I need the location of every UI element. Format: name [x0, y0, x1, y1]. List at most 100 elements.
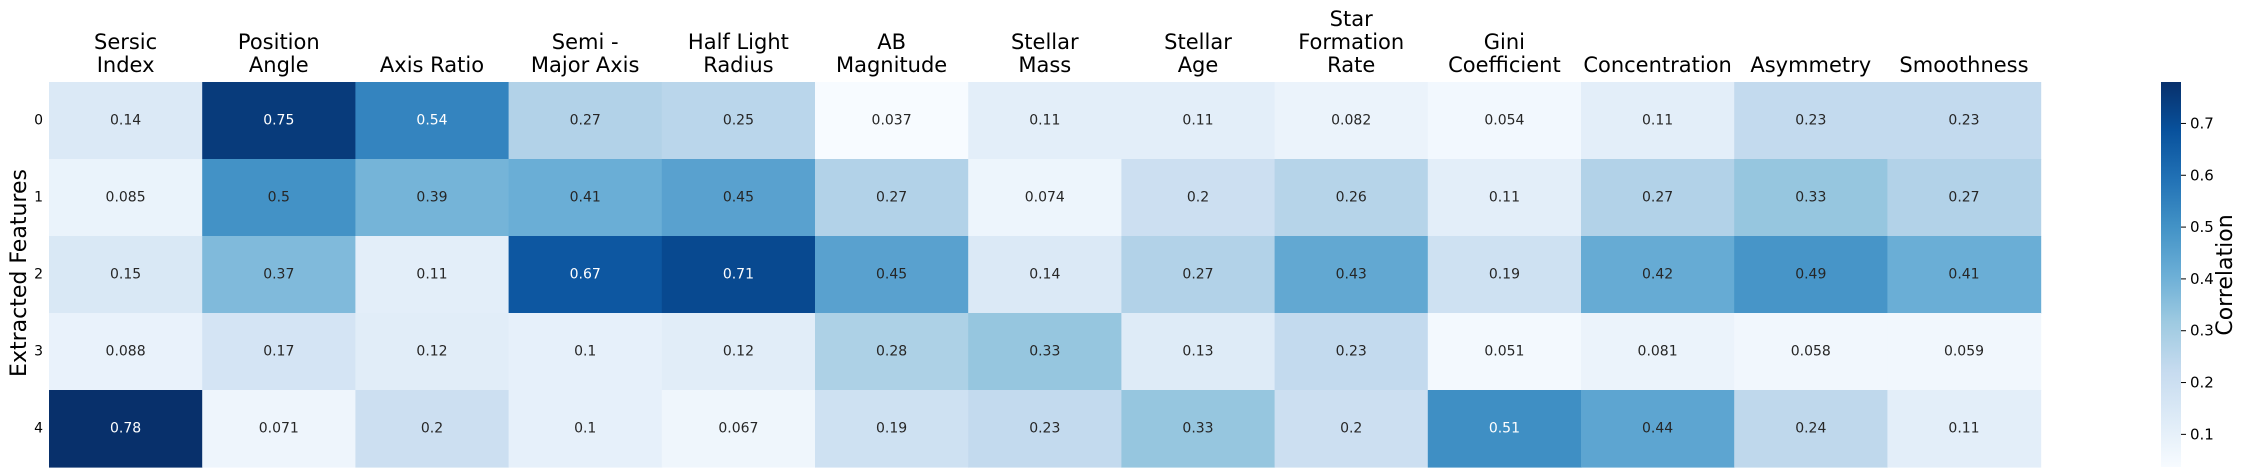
- cell-value-r1-c5: 0.27: [876, 190, 907, 206]
- heatmap-cell-r4-c3: [508, 390, 663, 468]
- column-label-0: Sersic Index: [94, 30, 157, 77]
- cell-value-r1-c0: 0.085: [106, 190, 146, 206]
- heatmap-cell-r1-c7: [1121, 159, 1276, 237]
- heatmap-cell-r0-c8: [1274, 82, 1429, 160]
- cell-value-r4-c4: 0.067: [718, 421, 758, 437]
- cell-value-r3-c10: 0.081: [1638, 344, 1678, 360]
- cell-value-r0-c3: 0.27: [570, 113, 601, 129]
- heatmap-cell-r3-c1: [202, 313, 356, 391]
- heatmap-cell-r1-c5: [815, 159, 969, 237]
- heatmap-cell-r0-c6: [968, 82, 1122, 160]
- heatmap-cell-r0-c3: [508, 82, 663, 160]
- heatmap-cell-r4-c9: [1427, 390, 1582, 468]
- cell-value-r1-c7: 0.2: [1187, 190, 1209, 206]
- heatmap-cell-r3-c9: [1427, 313, 1582, 391]
- cell-value-r1-c12: 0.27: [1948, 190, 1979, 206]
- heatmap-cells: 0.14 0.75 0.54 0.27 0.25 0.037 0.11 0.11 0.082 0.…: [49, 82, 2042, 468]
- cell-value-r2-c0: 0.15: [110, 267, 141, 283]
- column-label-9: Gini Coefficient: [1448, 30, 1561, 77]
- cell-value-r1-c6: 0.074: [1025, 190, 1065, 206]
- cell-value-r1-c10: 0.27: [1642, 190, 1673, 206]
- row-label-1: 1: [34, 190, 43, 206]
- heatmap-cell-r2-c12: [1887, 236, 2042, 314]
- heatmap-cell-r3-c4: [661, 313, 816, 391]
- column-label-8: Star Formation Rate: [1298, 7, 1404, 77]
- heatmap-cell-r1-c6: [968, 159, 1122, 237]
- colorbar-tick-label-2: 0.3: [2190, 322, 2214, 340]
- heatmap-cell-r1-c2: [355, 159, 510, 237]
- cell-value-r1-c9: 0.11: [1489, 190, 1520, 206]
- cell-value-r4-c7: 0.33: [1182, 421, 1213, 437]
- colorbar-tick-label-1: 0.2: [2190, 374, 2214, 392]
- heatmap-cell-r1-c4: [661, 159, 816, 237]
- cell-value-r4-c9: 0.51: [1489, 421, 1520, 437]
- column-label-11: Asymmetry: [1750, 53, 1871, 77]
- heatmap-cell-r3-c5: [815, 313, 969, 391]
- cell-value-r4-c0: 0.78: [110, 421, 141, 437]
- heatmap-cell-r0-c1: [202, 82, 356, 160]
- heatmap-cell-r4-c2: [355, 390, 510, 468]
- heatmap-cell-r2-c1: [202, 236, 356, 314]
- cell-value-r0-c12: 0.23: [1948, 113, 1979, 129]
- heatmap-cell-r3-c7: [1121, 313, 1276, 391]
- heatmap-cell-r0-c11: [1734, 82, 1888, 160]
- heatmap-cell-r0-c2: [355, 82, 510, 160]
- column-label-3: Semi -Major Axis: [531, 30, 640, 77]
- heatmap-cell-r3-c10: [1581, 313, 1735, 391]
- heatmap-cell-r1-c8: [1274, 159, 1429, 237]
- heatmap-cell-r0-c12: [1887, 82, 2042, 160]
- heatmap-cell-r0-c9: [1427, 82, 1582, 160]
- heatmap-cell-r2-c4: [661, 236, 816, 314]
- column-label-6: Stellar Mass: [1011, 30, 1079, 77]
- heatmap-cell-r3-c12: [1887, 313, 2042, 391]
- heatmap-cell-r4-c0: [49, 390, 203, 468]
- cell-value-r0-c2: 0.54: [416, 113, 447, 129]
- cell-value-r3-c4: 0.12: [723, 344, 754, 360]
- cell-value-r2-c5: 0.45: [876, 267, 907, 283]
- heatmap-cell-r3-c2: [355, 313, 510, 391]
- cell-value-r3-c8: 0.23: [1336, 344, 1367, 360]
- cell-value-r2-c2: 0.11: [416, 267, 447, 283]
- cell-value-r3-c12: 0.059: [1944, 344, 1984, 360]
- heatmap-cell-r0-c5: [815, 82, 969, 160]
- row-label-2: 2: [34, 267, 43, 283]
- cell-value-r2-c7: 0.27: [1182, 267, 1213, 283]
- heatmap-cell-r2-c3: [508, 236, 663, 314]
- heatmap-cell-r4-c7: [1121, 390, 1276, 468]
- cell-value-r2-c3: 0.67: [570, 267, 601, 283]
- heatmap-cell-r3-c3: [508, 313, 663, 391]
- colorbar-tick-label-6: 0.7: [2190, 114, 2214, 132]
- cell-value-r0-c10: 0.11: [1642, 113, 1673, 129]
- heatmap-cell-r4-c1: [202, 390, 356, 468]
- heatmap-cell-r0-c7: [1121, 82, 1276, 160]
- heatmap-cell-r0-c10: [1581, 82, 1735, 160]
- heatmap-cell-r2-c6: [968, 236, 1122, 314]
- cell-value-r3-c11: 0.058: [1791, 344, 1831, 360]
- cell-value-r2-c1: 0.37: [263, 267, 294, 283]
- cell-value-r3-c9: 0.051: [1484, 344, 1524, 360]
- cell-value-r3-c7: 0.13: [1182, 344, 1213, 360]
- heatmap-cell-r4-c8: [1274, 390, 1429, 468]
- cell-value-r2-c10: 0.42: [1642, 267, 1673, 283]
- cell-value-r0-c11: 0.23: [1795, 113, 1826, 129]
- heatmap-cell-r1-c9: [1427, 159, 1582, 237]
- heatmap-cell-r1-c11: [1734, 159, 1888, 237]
- cell-value-r0-c8: 0.082: [1331, 113, 1371, 129]
- heatmap-cell-r3-c11: [1734, 313, 1888, 391]
- heatmap-cell-r3-c8: [1274, 313, 1429, 391]
- column-label-1: Position Angle: [238, 30, 320, 77]
- cell-value-r4-c5: 0.19: [876, 421, 907, 437]
- cell-value-r2-c12: 0.41: [1948, 267, 1979, 283]
- heatmap-cell-r2-c11: [1734, 236, 1888, 314]
- colorbar-tick-label-5: 0.6: [2190, 166, 2214, 184]
- heatmap-cell-r2-c9: [1427, 236, 1582, 314]
- cell-value-r1-c2: 0.39: [416, 190, 447, 206]
- column-label-7: Stellar Age: [1164, 30, 1232, 77]
- cell-value-r3-c3: 0.1: [574, 344, 596, 360]
- cell-value-r0-c0: 0.14: [110, 113, 141, 129]
- column-label-5: AB Magnitude: [836, 30, 947, 77]
- cell-value-r2-c11: 0.49: [1795, 267, 1826, 283]
- heatmap-cell-r4-c12: [1887, 390, 2042, 468]
- heatmap-cell-r0-c0: [49, 82, 203, 160]
- y-axis-title: Extracted Features: [7, 169, 32, 377]
